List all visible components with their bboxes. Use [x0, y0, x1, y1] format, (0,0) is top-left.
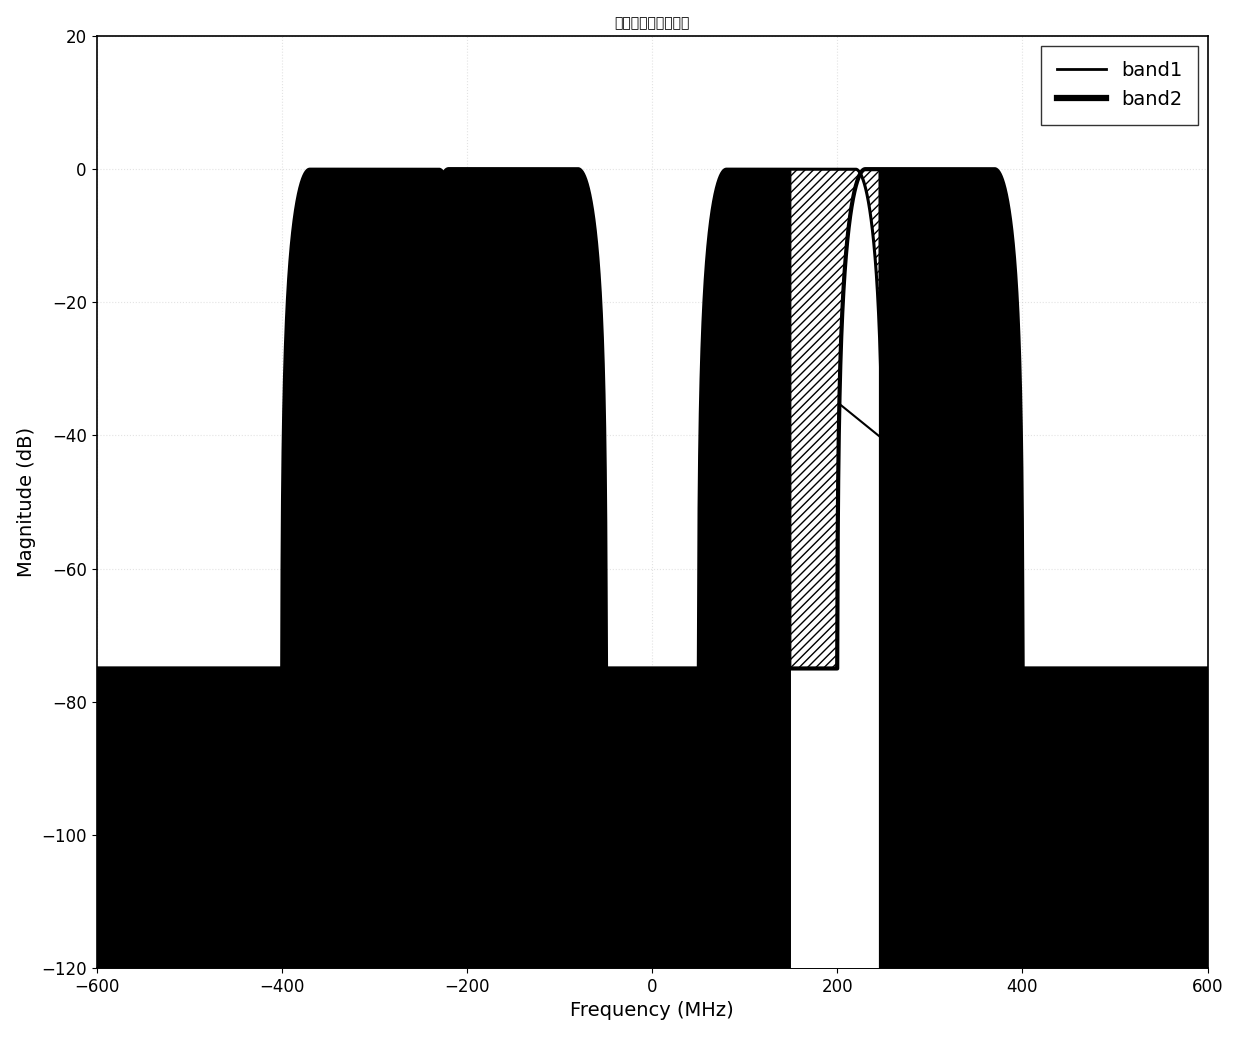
Y-axis label: Magnitude (dB): Magnitude (dB): [16, 427, 36, 577]
Title: 子带频谱混叠示意图: 子带频谱混叠示意图: [614, 17, 689, 31]
Legend: band1, band2: band1, band2: [1042, 46, 1198, 124]
Text: 21: 21: [839, 404, 1001, 533]
X-axis label: Frequency (MHz): Frequency (MHz): [570, 1002, 734, 1020]
